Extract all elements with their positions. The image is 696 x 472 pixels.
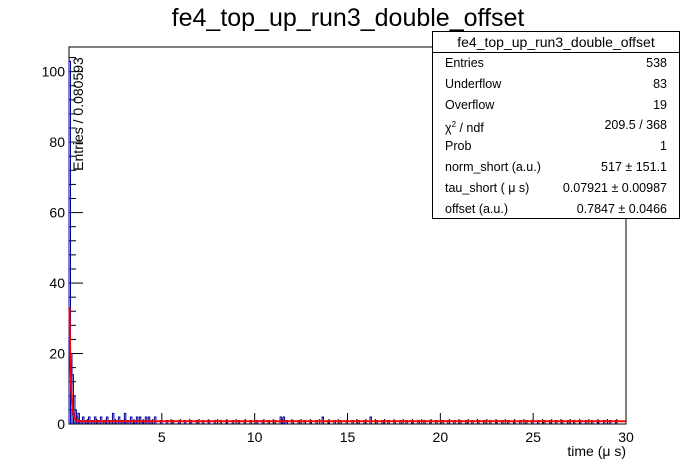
histogram-bin	[111, 412, 115, 424]
y-tick-label: 100	[42, 64, 66, 80]
y-tick-label: 60	[49, 205, 65, 221]
y-axis-label: Entries / 0.080593	[69, 57, 86, 171]
stats-key: Overflow	[445, 97, 495, 112]
stats-key: Underflow	[445, 76, 502, 91]
stats-key: tau_short ( μ s)	[445, 180, 530, 195]
x-tick-label: 30	[618, 429, 634, 445]
histogram-bin	[68, 60, 71, 424]
stats-box-title: fe4_top_up_run3_double_offset	[433, 32, 679, 53]
stats-value: 19	[653, 97, 667, 112]
stats-row-underflow: Underflow 83	[433, 74, 679, 95]
y-tick-label: 0	[57, 416, 65, 432]
stats-value: 209.5 / 368	[604, 118, 667, 133]
stats-box: fe4_top_up_run3_double_offset Entries 53…	[432, 31, 680, 219]
histogram-bin	[123, 412, 127, 424]
x-tick-label: 10	[247, 429, 263, 445]
y-tick-label: 20	[49, 346, 65, 362]
stats-row-prob: Prob 1	[433, 136, 679, 157]
stats-value: 1	[660, 139, 667, 154]
stats-key: norm_short (a.u.)	[445, 159, 541, 174]
stats-row-offset: offset (a.u.) 0.7847 ± 0.0466	[433, 199, 679, 220]
histogram-bin	[77, 412, 80, 424]
stats-value: 0.7847 ± 0.0466	[576, 201, 667, 216]
x-axis: 5 10 15 20 25 30	[77, 413, 634, 445]
fit-curve	[68, 307, 626, 423]
stats-key: offset (a.u.)	[445, 201, 508, 216]
stats-row-overflow: Overflow 19	[433, 95, 679, 116]
fit-curve-group	[68, 307, 626, 423]
x-tick-label: 5	[158, 429, 166, 445]
y-tick-label: 40	[49, 275, 65, 291]
stats-value: 83	[653, 76, 667, 91]
stats-row-tau-short: tau_short ( μ s) 0.07921 ± 0.00987	[433, 178, 679, 199]
stats-key: χ2 / ndf	[445, 120, 484, 136]
x-tick-label: 15	[340, 429, 356, 445]
stats-row-entries: Entries 538	[433, 53, 679, 74]
stats-row-norm-short: norm_short (a.u.) 517 ± 151.1	[433, 157, 679, 178]
x-tick-label: 20	[433, 429, 449, 445]
stats-value: 538	[646, 56, 667, 70]
x-axis-label: time (μ s)	[567, 443, 626, 459]
stats-key: Prob	[445, 139, 472, 154]
stats-row-chi2: χ2 / ndf 209.5 / 368	[433, 115, 679, 136]
x-tick-label: 25	[525, 429, 541, 445]
stats-key: Entries	[445, 56, 484, 70]
y-tick-label: 80	[49, 134, 65, 150]
stats-value: 517 ± 151.1	[601, 159, 667, 174]
stats-value: 0.07921 ± 0.00987	[562, 180, 667, 195]
chart-title: fe4_top_up_run3_double_offset	[171, 4, 525, 32]
